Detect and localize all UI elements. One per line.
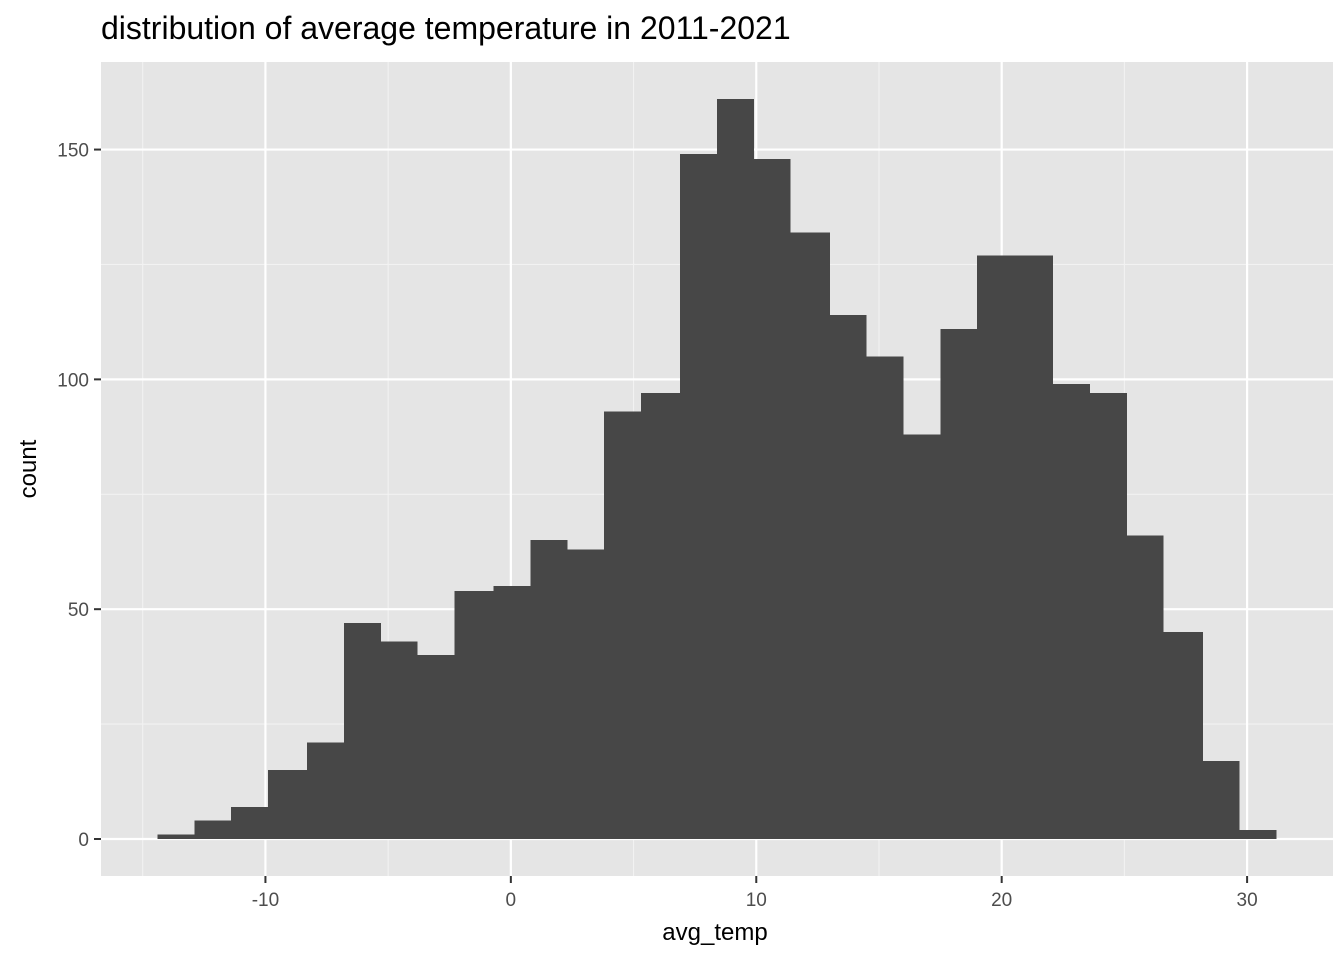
- histogram-bar: [380, 641, 418, 839]
- histogram-bar: [530, 540, 568, 839]
- histogram-bar: [1202, 760, 1240, 839]
- y-tick-label: 0: [78, 830, 89, 851]
- y-tick-label: 150: [57, 141, 89, 162]
- y-tick-label: 100: [57, 370, 89, 391]
- histogram-bar: [567, 549, 605, 839]
- histogram-bar: [680, 154, 717, 839]
- histogram-bar: [977, 255, 1017, 839]
- histogram-bar: [940, 328, 978, 839]
- histogram-bar: [1163, 632, 1203, 839]
- histogram-bar: [903, 434, 941, 839]
- histogram-bar: [1016, 255, 1054, 839]
- histogram-bar: [866, 356, 904, 839]
- x-tick-label: 30: [1237, 890, 1258, 911]
- histogram-bar: [157, 834, 195, 839]
- x-tick-label: -10: [252, 890, 279, 911]
- histogram-bar: [417, 655, 455, 839]
- x-tick-label: 0: [506, 890, 517, 911]
- chart-title: distribution of average temperature in 2…: [101, 10, 791, 46]
- histogram-bar: [640, 393, 681, 839]
- histogram-bar: [1239, 829, 1277, 839]
- histogram-bar: [604, 411, 641, 839]
- histogram-bar: [1053, 383, 1091, 839]
- histogram-bar: [454, 590, 494, 839]
- histogram-bar: [493, 586, 531, 839]
- x-axis: -10 0 10 20 30: [252, 876, 1258, 911]
- histogram-bar: [790, 232, 830, 839]
- histogram-bar: [343, 622, 381, 839]
- histogram-bar: [231, 806, 268, 839]
- histogram-bar: [194, 820, 232, 839]
- histogram-bar: [267, 770, 308, 839]
- histogram-bar: [829, 315, 867, 839]
- y-axis: 0 50 100 150: [57, 141, 101, 851]
- y-tick-label: 50: [68, 600, 89, 621]
- histogram-bar: [717, 99, 754, 839]
- histogram-bar: [1090, 393, 1127, 839]
- histogram-bars: [157, 99, 1277, 839]
- x-axis-title: avg_temp: [662, 919, 767, 946]
- histogram-bar: [753, 158, 791, 839]
- x-tick-label: 20: [991, 890, 1012, 911]
- y-axis-title: count: [15, 439, 42, 498]
- histogram-bar: [307, 742, 344, 839]
- x-tick-label: 10: [746, 890, 767, 911]
- histogram-bar: [1126, 535, 1164, 839]
